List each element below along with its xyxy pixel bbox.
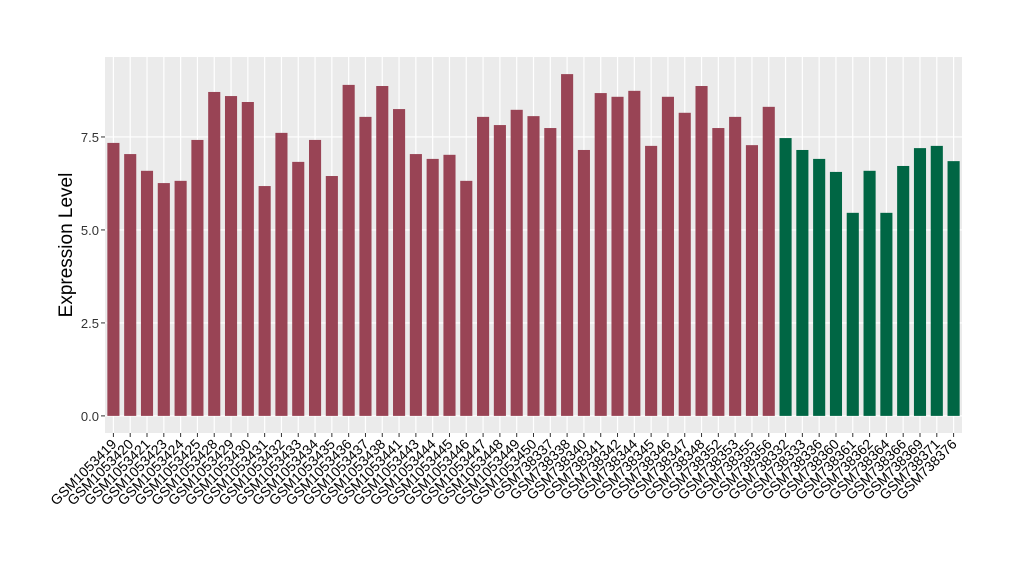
bar (678, 112, 691, 416)
y-tick-label: 5.0 (81, 223, 99, 238)
bar (460, 180, 473, 416)
bar (712, 128, 725, 416)
bar (241, 102, 254, 416)
bar (359, 116, 372, 416)
y-axis-title: Expression Level (56, 173, 77, 318)
bar (645, 145, 658, 416)
bar (292, 161, 305, 416)
bar (443, 154, 456, 416)
bar (796, 149, 809, 416)
bar (325, 176, 338, 416)
bar (308, 139, 322, 416)
bar (493, 125, 506, 416)
bar (695, 86, 708, 416)
bar (376, 86, 389, 416)
bar (611, 96, 624, 416)
bar (342, 84, 355, 416)
bar (745, 145, 759, 416)
bar (409, 154, 422, 416)
bar (544, 128, 557, 416)
bar (947, 161, 960, 416)
bar (561, 74, 574, 416)
bar (527, 116, 540, 416)
y-tick-label: 0.0 (81, 409, 99, 424)
bar (157, 183, 170, 416)
bar (208, 91, 221, 416)
bar (729, 116, 742, 416)
bar (140, 170, 154, 416)
y-tick-label: 7.5 (81, 130, 99, 145)
bar (880, 212, 893, 416)
bar (107, 142, 120, 416)
bar (661, 96, 674, 416)
bar (174, 180, 187, 416)
bar (813, 158, 826, 416)
bar (846, 212, 859, 416)
bar (863, 170, 876, 416)
bar (393, 109, 406, 416)
bar (224, 96, 238, 416)
bar (258, 186, 271, 416)
bar (779, 138, 792, 416)
bar (930, 145, 943, 416)
bar (577, 149, 590, 416)
bar (762, 106, 775, 416)
bar (191, 139, 204, 416)
bar (594, 93, 607, 416)
bar (124, 154, 137, 416)
bar (897, 165, 910, 416)
bar (477, 116, 490, 416)
bar (628, 90, 641, 416)
y-tick-label: 2.5 (81, 316, 99, 331)
bar (829, 171, 843, 416)
bar (913, 148, 927, 416)
bar (510, 109, 523, 416)
bar (275, 132, 288, 416)
bar (426, 158, 439, 416)
